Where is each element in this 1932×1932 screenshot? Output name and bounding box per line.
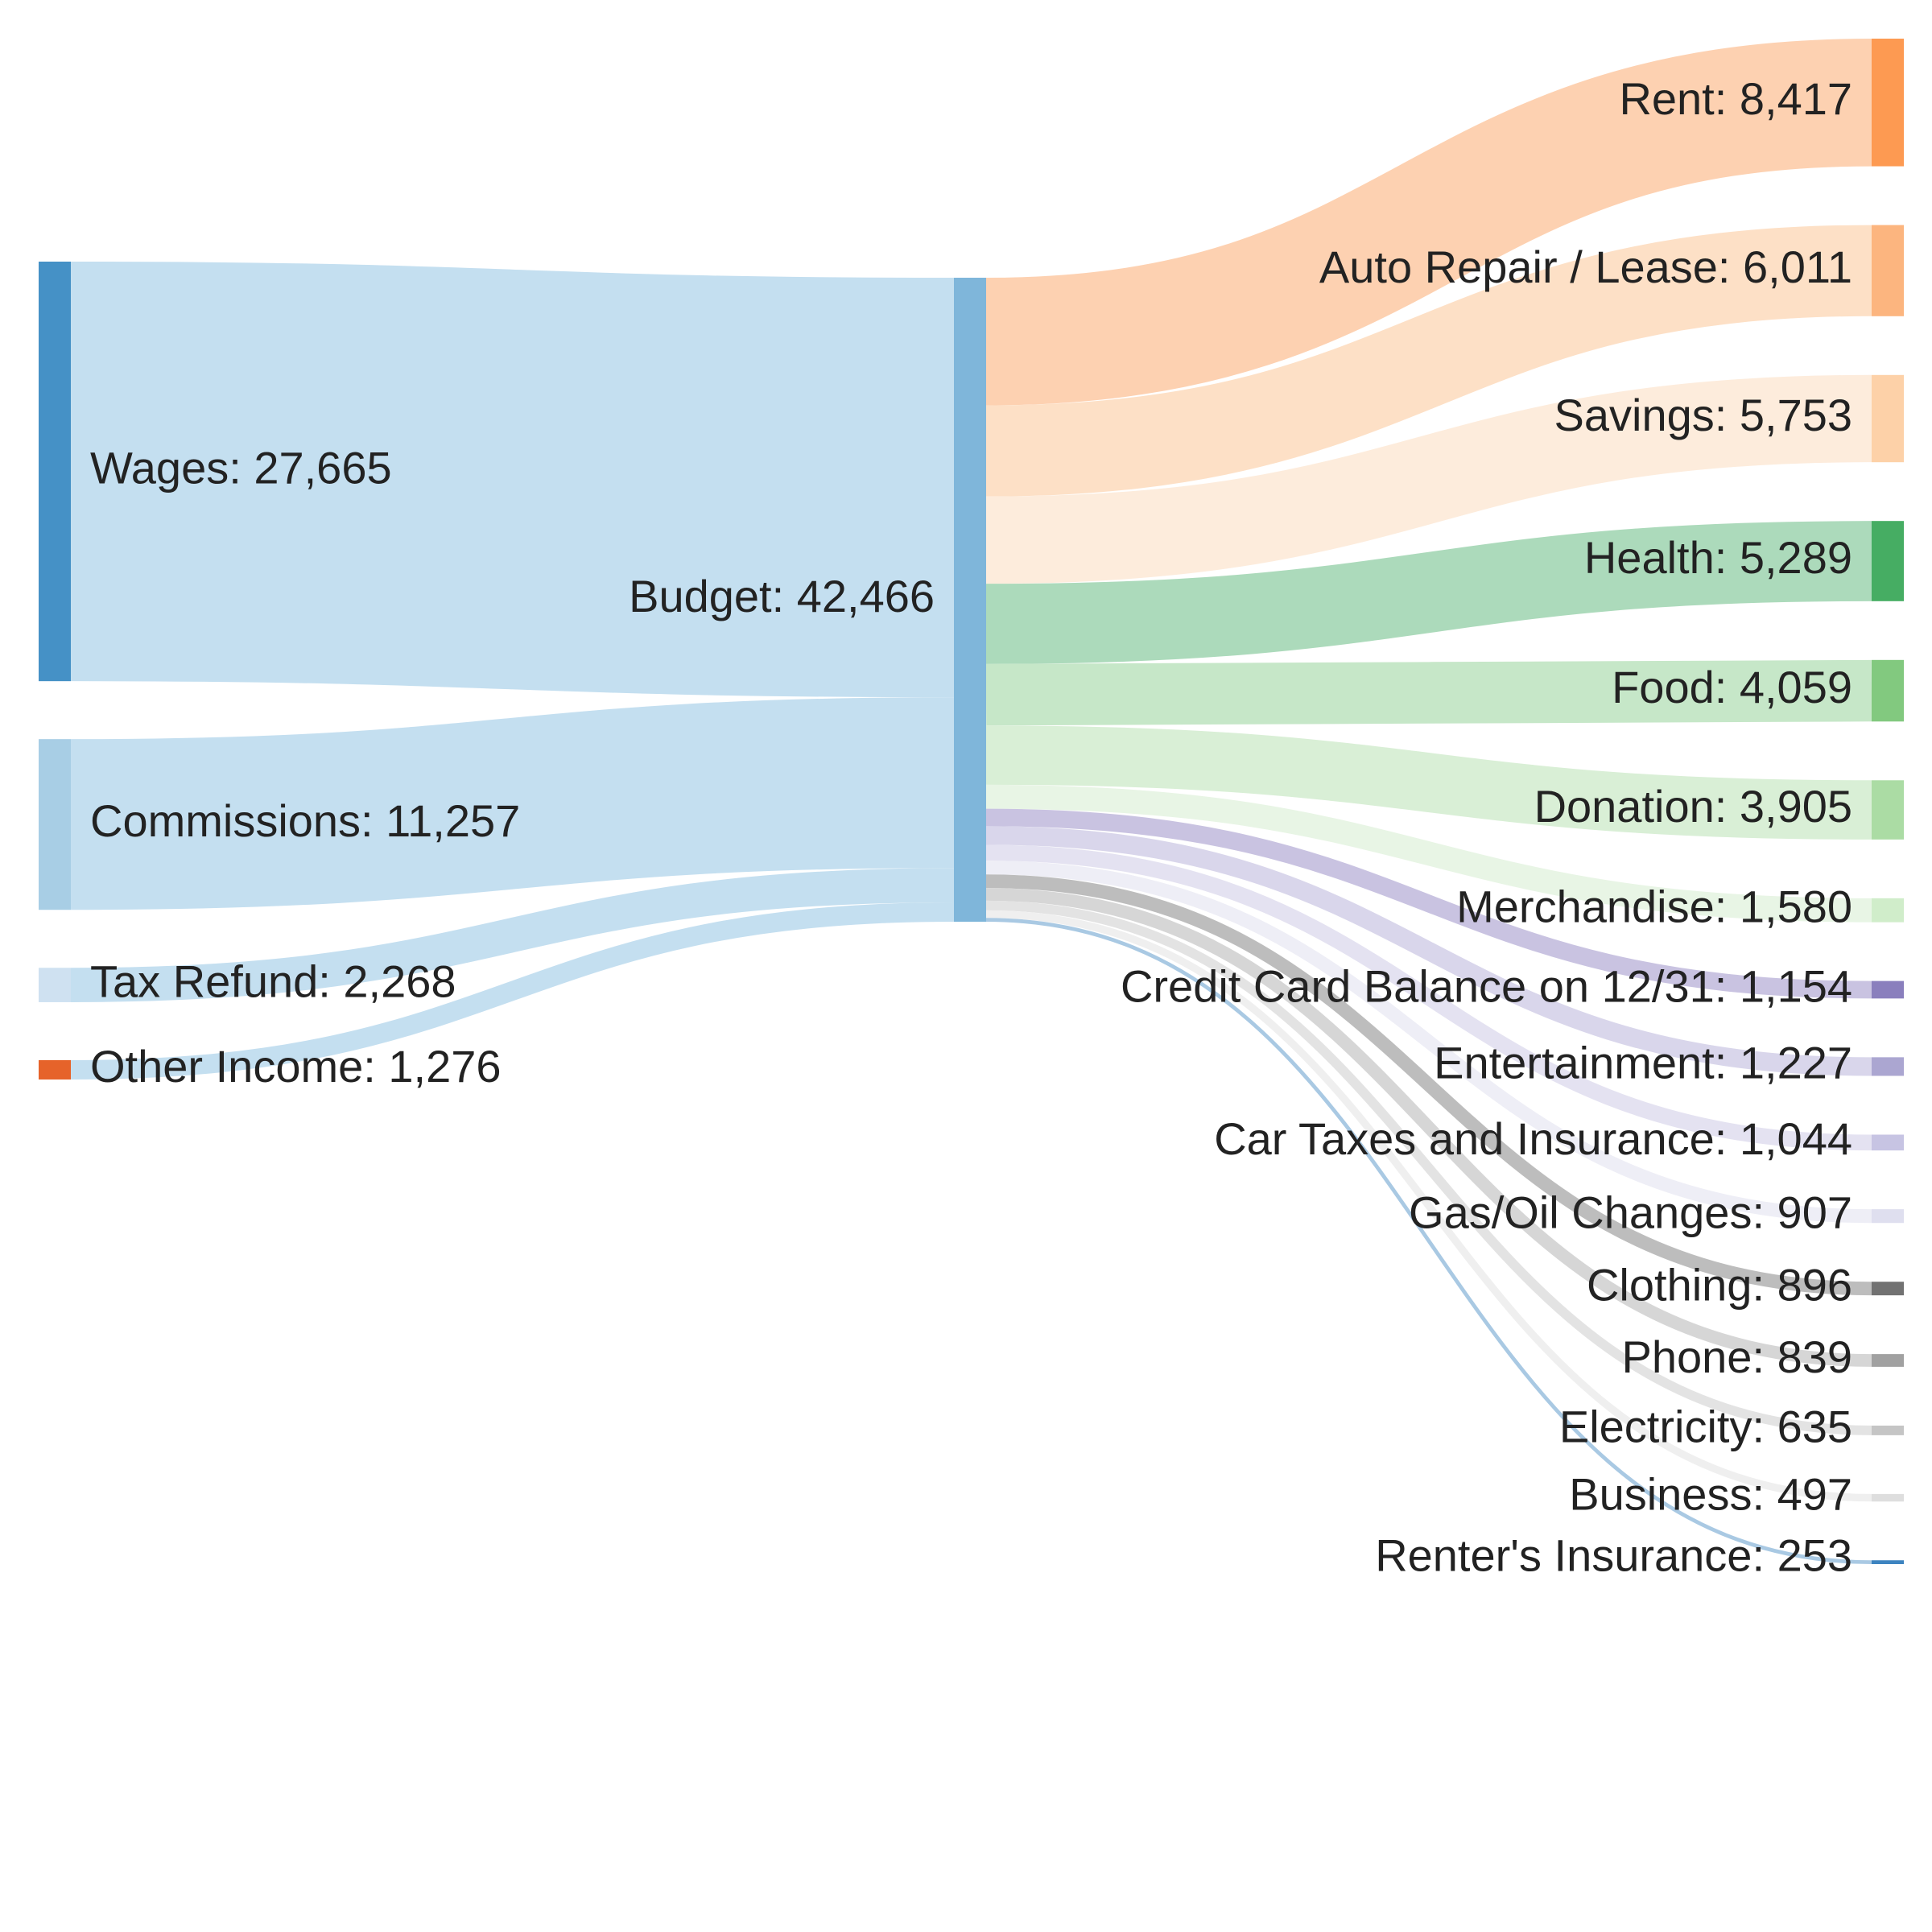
node-budget <box>954 278 986 922</box>
link-budget-to-clothing <box>985 874 1872 1296</box>
node-donation <box>1872 780 1904 840</box>
node-label-auto-repair-lease: Auto Repair / Lease: 6,011 <box>1319 242 1852 292</box>
node-merchandise <box>1872 898 1904 923</box>
link-budget-to-gas-oil-changes <box>985 861 1872 1224</box>
link-budget-to-credit-card-balance-on-12-31 <box>985 808 1872 999</box>
node-label-electricity: Electricity: 635 <box>1559 1402 1852 1452</box>
node-label-entertainment: Entertainment: 1,227 <box>1434 1038 1852 1088</box>
link-budget-to-entertainment <box>985 826 1872 1076</box>
link-budget-to-phone <box>985 888 1872 1367</box>
node-business <box>1872 1493 1904 1502</box>
link-budget-to-savings <box>985 374 1872 584</box>
node-auto-repair-lease <box>1872 225 1904 316</box>
node-health <box>1872 521 1904 601</box>
node-label-other-income: Other Income: 1,276 <box>90 1041 502 1092</box>
links-layer <box>70 39 1872 1565</box>
node-entertainment <box>1872 1057 1904 1076</box>
link-other-income-to-budget <box>70 902 955 1080</box>
node-label-wages: Wages: 27,665 <box>90 442 392 493</box>
link-budget-to-health <box>985 521 1872 664</box>
node-label-commissions: Commissions: 11,257 <box>90 795 520 846</box>
node-clothing <box>1872 1282 1904 1296</box>
link-budget-to-food <box>985 659 1872 726</box>
node-label-donation: Donation: 3,905 <box>1534 781 1852 832</box>
link-wages-to-budget <box>70 262 955 698</box>
node-label-merchandise: Merchandise: 1,580 <box>1456 881 1852 932</box>
node-commissions <box>39 739 71 910</box>
labels-layer: Wages: 27,665 Commissions: 11,257 Tax Refu… <box>90 73 1852 1580</box>
link-budget-to-electricity <box>985 900 1872 1435</box>
node-label-tax-refund: Tax Refund: 2,268 <box>90 956 456 1006</box>
node-label-budget: Budget: 42,466 <box>629 571 935 621</box>
node-label-rent: Rent: 8,417 <box>1619 73 1852 124</box>
node-label-health: Health: 5,289 <box>1584 532 1852 583</box>
node-label-renter-s-insurance: Renter's Insurance: 253 <box>1375 1530 1852 1580</box>
node-label-clothing: Clothing: 896 <box>1587 1259 1852 1310</box>
node-label-business: Business: 497 <box>1569 1468 1852 1519</box>
link-budget-to-donation <box>985 725 1872 840</box>
nodes-layer <box>39 39 1904 1564</box>
node-electricity <box>1872 1425 1904 1435</box>
node-savings <box>1872 374 1904 463</box>
node-label-gas-oil-changes: Gas/Oil Changes: 907 <box>1409 1187 1852 1237</box>
node-wages <box>39 262 71 682</box>
node-label-car-taxes-and-insurance: Car Taxes and Insurance: 1,044 <box>1214 1113 1852 1164</box>
node-food <box>1872 659 1904 722</box>
link-budget-to-renter-s-insurance <box>985 918 1872 1565</box>
node-label-credit-card-balance-on-12-31: Credit Card Balance on 12/31: 1,154 <box>1121 960 1852 1011</box>
node-phone <box>1872 1354 1904 1367</box>
node-gas-oil-changes <box>1872 1209 1904 1224</box>
node-car-taxes-and-insurance <box>1872 1134 1904 1151</box>
node-label-savings: Savings: 5,753 <box>1554 390 1852 440</box>
node-tax-refund <box>39 968 71 1002</box>
link-budget-to-car-taxes-and-insurance <box>985 844 1872 1151</box>
node-renter-s-insurance <box>1872 1560 1904 1564</box>
node-credit-card-balance-on-12-31 <box>1872 980 1904 999</box>
link-budget-to-business <box>985 910 1872 1502</box>
link-budget-to-merchandise <box>985 784 1872 923</box>
link-budget-to-auto-repair-lease <box>985 225 1872 497</box>
node-label-phone: Phone: 839 <box>1622 1331 1852 1382</box>
node-rent <box>1872 39 1904 167</box>
link-tax-refund-to-budget <box>70 868 955 1002</box>
node-label-food: Food: 4,059 <box>1612 662 1852 712</box>
link-commissions-to-budget <box>70 697 955 910</box>
link-budget-to-rent <box>985 39 1872 406</box>
node-other-income <box>39 1059 71 1080</box>
